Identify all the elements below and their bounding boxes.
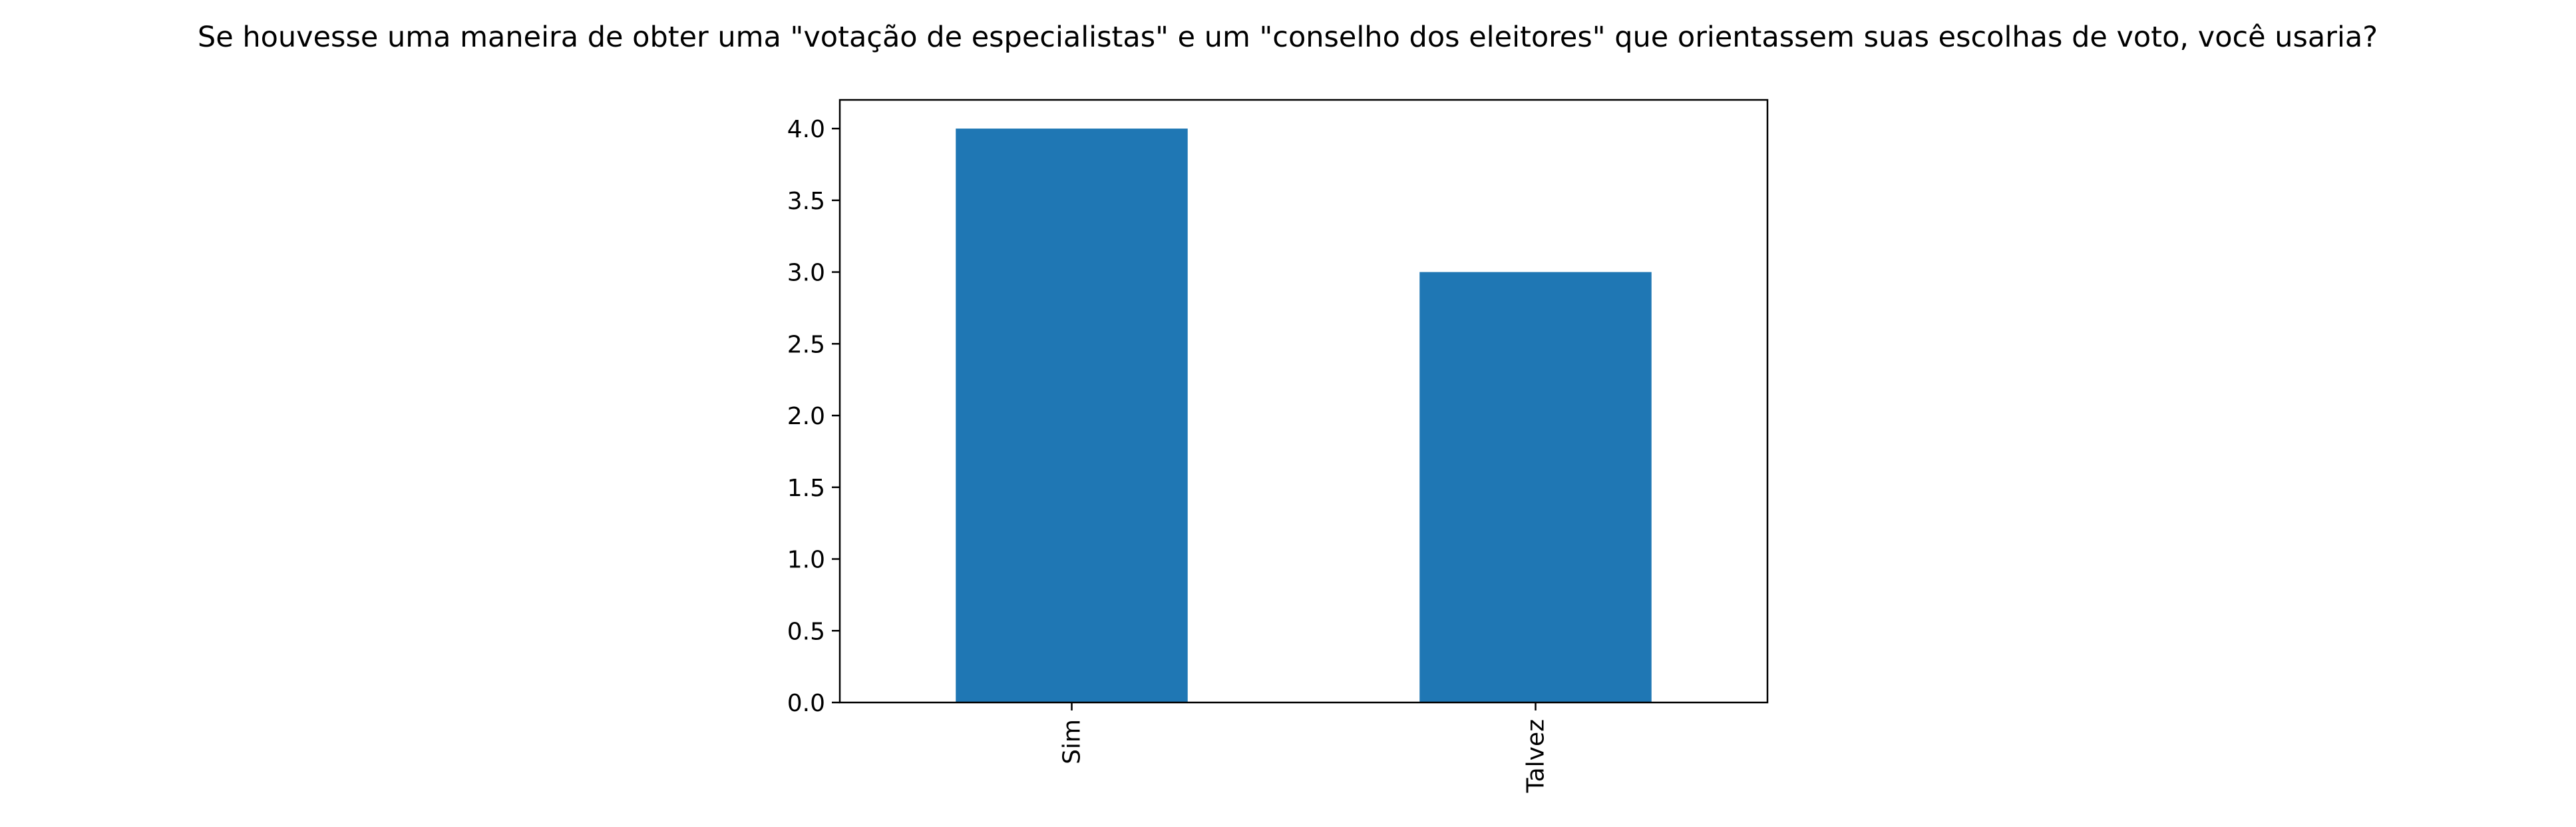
- bars-layer: [956, 129, 1652, 703]
- plot-frame: [838, 99, 1769, 704]
- y-axis: 0.0 0.5 1.0 1.5 2.0 2.5 3.0 3.5 4.0: [787, 116, 840, 717]
- x-tick-label: Talvez: [1523, 719, 1550, 793]
- y-tick-label: 2.5: [787, 331, 825, 358]
- x-tick-label: Sim: [1059, 719, 1086, 764]
- y-tick-label: 1.0: [787, 547, 825, 574]
- x-axis: Sim Talvez: [1059, 702, 1550, 793]
- y-tick-label: 0.0: [787, 690, 825, 717]
- y-tick-label: 1.5: [787, 475, 825, 502]
- y-tick-label: 2.0: [787, 403, 825, 430]
- y-tick-label: 0.5: [787, 618, 825, 645]
- bar-sim: [956, 129, 1188, 703]
- chart-title: Se houvesse uma maneira de obter uma "vo…: [198, 21, 2378, 54]
- y-tick-label: 4.0: [787, 116, 825, 143]
- bar-talvez: [1419, 272, 1652, 703]
- y-tick-label: 3.0: [787, 260, 825, 287]
- y-tick-label: 3.5: [787, 188, 825, 215]
